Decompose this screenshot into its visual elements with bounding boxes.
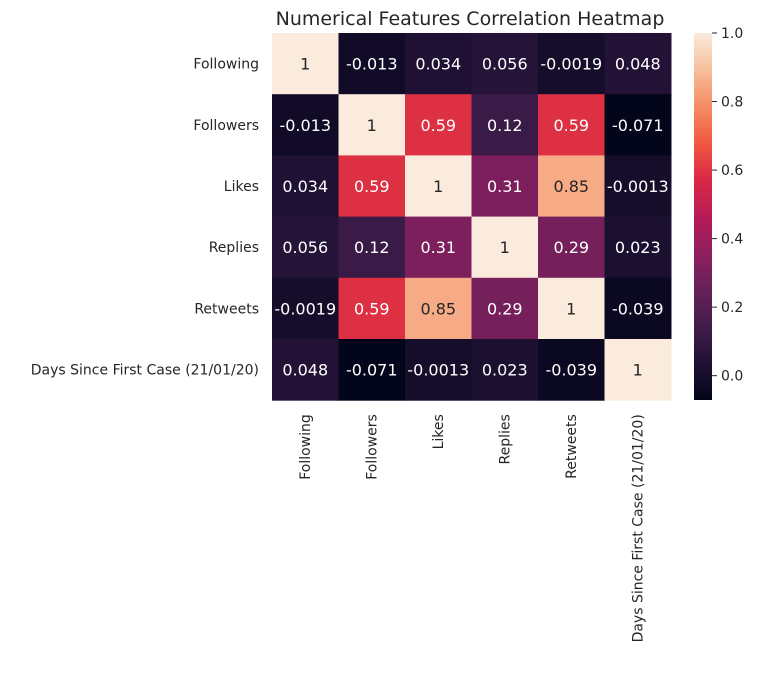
cell-annotation-r3-c5: 0.023 — [615, 238, 661, 257]
heatmap-cell-r0-c0 — [272, 33, 339, 95]
heatmap-cell-r4-c3 — [471, 277, 539, 340]
cell-annotation-r4-c1: 0.59 — [354, 299, 390, 318]
heatmap-cell-r5-c4 — [538, 339, 605, 401]
heatmap-cell-r1-c4 — [538, 94, 605, 156]
heatmap-cell-r0-c1 — [338, 33, 406, 95]
cell-annotation-r5-c3: 0.023 — [482, 361, 528, 380]
heatmap-cell-r3-c1 — [338, 216, 406, 279]
column-label-2: Likes — [431, 414, 447, 449]
cell-annotation-r1-c2: 0.59 — [420, 116, 456, 135]
colorbar-tick-label-1: 0.2 — [721, 300, 743, 316]
row-label-1: Followers — [193, 118, 259, 134]
cell-annotation-r3-c3: 1 — [500, 238, 510, 257]
heatmap-cell-r3-c5 — [604, 216, 672, 279]
cell-annotation-r3-c4: 0.29 — [553, 238, 589, 257]
heatmap-cell-r3-c3 — [471, 216, 539, 279]
heatmap-cell-r4-c0 — [272, 277, 339, 340]
heatmap-cell-r5-c1 — [338, 339, 406, 401]
cell-annotation-r5-c5: 1 — [633, 361, 643, 380]
heatmap-cell-r2-c0 — [272, 155, 339, 218]
cell-annotation-r3-c0: 0.056 — [282, 238, 328, 257]
heatmap-cell-r5-c2 — [405, 339, 472, 401]
row-label-3: Replies — [209, 240, 259, 256]
cell-annotation-r0-c5: 0.048 — [615, 55, 661, 74]
column-label-5: Days Since First Case (21/01/20) — [631, 414, 647, 642]
colorbar-tick-label-3: 0.6 — [721, 163, 743, 179]
heatmap-cell-r4-c4 — [538, 277, 605, 340]
row-label-0: Following — [193, 57, 259, 73]
cell-annotation-r5-c4: -0.039 — [545, 361, 597, 380]
heatmap-cell-r4-c1 — [338, 277, 406, 340]
heatmap-cell-r3-c0 — [272, 216, 339, 279]
cell-annotation-r2-c0: 0.034 — [282, 177, 328, 196]
cell-annotation-r3-c1: 0.12 — [354, 238, 390, 257]
heatmap-cell-r1-c5 — [604, 94, 672, 156]
cell-annotation-r2-c4: 0.85 — [553, 177, 589, 196]
cell-annotation-r0-c1: -0.013 — [346, 55, 398, 74]
cell-annotation-r0-c0: 1 — [300, 55, 310, 74]
heatmap-cell-r3-c2 — [405, 216, 472, 279]
row-label-4: Retweets — [194, 301, 259, 317]
cell-annotation-r1-c3: 0.12 — [487, 116, 523, 135]
heatmap-cell-r1-c2 — [405, 94, 472, 156]
heatmap-cell-r2-c3 — [471, 155, 539, 218]
cell-annotation-r1-c0: -0.013 — [279, 116, 331, 135]
cell-annotation-r4-c3: 0.29 — [487, 299, 523, 318]
heatmap-cell-r0-c4 — [538, 33, 605, 95]
heatmap-cell-r0-c3 — [471, 33, 539, 95]
cell-annotation-r4-c5: -0.039 — [612, 299, 664, 318]
column-label-4: Retweets — [564, 414, 580, 479]
heatmap-cell-r2-c2 — [405, 155, 472, 218]
column-labels: Following Followers Likes Replies Retweets Da… — [298, 414, 647, 642]
cell-annotation-r5-c2: -0.0013 — [407, 361, 469, 380]
colorbar: 0.0 0.2 0.4 0.6 0.8 1.0 — [694, 26, 743, 400]
row-labels: Following Followers Likes Replies Retweets Da… — [31, 57, 259, 379]
heatmap-cell-r2-c5 — [604, 155, 672, 218]
heatmap-cell-r1-c0 — [272, 94, 339, 156]
cell-annotation-r4-c0: -0.0019 — [274, 299, 336, 318]
cell-annotation-r1-c5: -0.071 — [612, 116, 664, 135]
cell-annotation-r2-c2: 1 — [433, 177, 443, 196]
column-label-3: Replies — [498, 414, 514, 464]
heatmap-cell-r1-c3 — [471, 94, 539, 156]
heatmap-cell-r5-c0 — [272, 339, 339, 401]
colorbar-tick-label-2: 0.4 — [721, 232, 743, 248]
cell-annotation-r5-c0: 0.048 — [282, 361, 328, 380]
cell-annotation-r4-c2: 0.85 — [420, 299, 456, 318]
cell-annotation-r3-c2: 0.31 — [420, 238, 456, 257]
row-label-5: Days Since First Case (21/01/20) — [31, 363, 259, 379]
heatmap-cell-r0-c5 — [604, 33, 672, 95]
cell-annotation-r2-c3: 0.31 — [487, 177, 523, 196]
colorbar-tick-label-4: 0.8 — [721, 95, 743, 111]
heatmap-cell-r4-c2 — [405, 277, 472, 340]
cell-annotation-r2-c1: 0.59 — [354, 177, 390, 196]
heatmap-cell-r2-c4 — [538, 155, 605, 218]
column-label-0: Following — [298, 414, 314, 480]
row-label-2: Likes — [224, 179, 259, 195]
heatmap-cell-r0-c2 — [405, 33, 472, 95]
heatmap-cell-r5-c3 — [471, 339, 539, 401]
colorbar-tick-label-0: 0.0 — [721, 369, 743, 385]
cell-annotation-r0-c3: 0.056 — [482, 55, 528, 74]
colorbar-gradient — [694, 33, 712, 400]
heatmap-cell-r5-c5 — [604, 339, 672, 401]
colorbar-tick-label-5: 1.0 — [721, 26, 743, 42]
cell-annotation-r0-c4: -0.0019 — [540, 55, 602, 74]
heatmap-cell-r1-c1 — [338, 94, 406, 156]
chart-title: Numerical Features Correlation Heatmap — [276, 8, 665, 30]
column-label-1: Followers — [365, 414, 381, 480]
cell-annotation-r2-c5: -0.0013 — [607, 177, 669, 196]
heatmap-cell-r2-c1 — [338, 155, 406, 218]
heatmap-cell-r3-c4 — [538, 216, 605, 279]
cell-annotation-r4-c4: 1 — [566, 299, 576, 318]
cell-annotation-r1-c1: 1 — [367, 116, 377, 135]
cell-annotation-r0-c2: 0.034 — [415, 55, 461, 74]
heatmap-cells: 1 -0.013 0.034 0.056 -0.0019 0.048 -0.013 1 0.59… — [272, 33, 672, 401]
cell-annotation-r5-c1: -0.071 — [346, 361, 398, 380]
heatmap-cell-r4-c5 — [604, 277, 672, 340]
cell-annotation-r1-c4: 0.59 — [553, 116, 589, 135]
